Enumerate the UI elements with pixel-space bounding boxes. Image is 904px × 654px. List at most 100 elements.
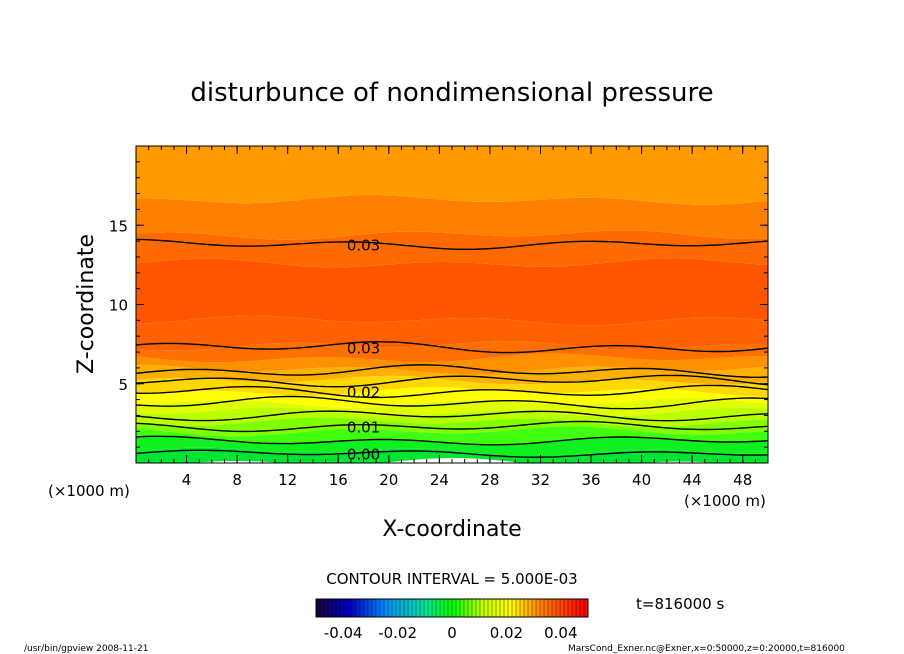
colorbar-cell [428, 599, 433, 617]
x-tick-label: 4 [182, 471, 192, 489]
colorbar-cell [516, 599, 521, 617]
color-band [136, 341, 768, 363]
colorbar-tick-label: 0.02 [490, 624, 523, 642]
colorbar-cell [404, 599, 409, 617]
y-axis-ticks: 5 10 15 [109, 145, 768, 464]
colorbar-frame [315, 598, 589, 618]
y-tick-label: 10 [109, 297, 128, 315]
colorbar-cell [476, 599, 481, 617]
colorbar-cell [452, 599, 457, 617]
colorbar-cell [400, 599, 405, 617]
colorbar-cell [548, 599, 553, 617]
colorbar-cell [552, 599, 557, 617]
colorbar-cell [464, 599, 469, 617]
colorbar-cell [508, 599, 513, 617]
colorbar-cell [352, 599, 357, 617]
colorbar-cell [540, 599, 545, 617]
color-band [136, 258, 768, 326]
colorbar-cell [444, 599, 449, 617]
colorbar-cell [544, 599, 549, 617]
colorbar-cell [380, 599, 385, 617]
x-tick-label: 40 [632, 471, 651, 489]
contour-lines [136, 238, 768, 458]
contour-line [136, 420, 768, 433]
contour-line [136, 374, 768, 388]
colorbar-cell [372, 599, 377, 617]
colorbar-cell [360, 599, 365, 617]
colorbar-cell [424, 599, 429, 617]
colorbar-cell [396, 599, 401, 617]
colorbar-cell [496, 599, 501, 617]
color-band [136, 387, 768, 408]
colorbar-cell [520, 599, 525, 617]
colorbar-cell [340, 599, 345, 617]
x-tick-label: 32 [531, 471, 550, 489]
colorbar-cell [568, 599, 573, 617]
y-tick-label: 15 [109, 217, 128, 235]
y-tick-label: 5 [118, 376, 128, 394]
color-band [136, 146, 768, 205]
contour-line [136, 238, 768, 251]
colorbar-ticks: -0.04 -0.02 0 0.02 0.04 [324, 624, 578, 642]
colorbar-cell [564, 599, 569, 617]
colorbar-cell [480, 599, 485, 617]
colorbar-cell [316, 599, 321, 617]
contour-interval: CONTOUR INTERVAL = 5.000E-03 [326, 570, 577, 588]
x-unit-right: (×1000 m) [684, 492, 766, 510]
x-tick-label: 48 [733, 471, 752, 489]
colorbar-cell [436, 599, 441, 617]
contour-label: 0.00 [347, 445, 380, 463]
colorbar-cell [368, 599, 373, 617]
contour-line [136, 341, 768, 354]
colorbar-cell [512, 599, 517, 617]
color-band [136, 194, 768, 240]
colorbar-cell [524, 599, 529, 617]
footer-left: /usr/bin/gpview 2008-11-21 [24, 644, 148, 654]
contour-labels: 0.00 0.01 0.02 0.03 0.03 [347, 236, 380, 463]
contour-label: 0.02 [347, 384, 380, 402]
colorbar-cell [528, 599, 533, 617]
colorbar-tick-label: -0.02 [378, 624, 417, 642]
colorbar-cell [500, 599, 505, 617]
colorbar-cell [440, 599, 445, 617]
contour-label: 0.03 [347, 339, 380, 357]
colorbar-cell [344, 599, 349, 617]
colorbar-cell [432, 599, 437, 617]
contour-line [136, 364, 768, 378]
y-axis-label: Z-coordinate [74, 234, 99, 374]
color-band [136, 398, 768, 417]
contour-line [136, 384, 768, 399]
color-band [136, 435, 768, 457]
color-band [136, 375, 768, 397]
time-label: t=816000 s [636, 595, 724, 613]
contour-label: 0.01 [347, 419, 380, 437]
colorbar-cell [376, 599, 381, 617]
x-axis-label: X-coordinate [382, 517, 521, 542]
colorbar-cell [328, 599, 333, 617]
colorbar-cell [364, 599, 369, 617]
colorbar-cell [420, 599, 425, 617]
x-tick-label: 20 [379, 471, 398, 489]
colorbar-cell [456, 599, 461, 617]
colorbar-cell [448, 599, 453, 617]
contour-line [136, 435, 768, 446]
contour-line [136, 410, 768, 422]
colorbar-cell [416, 599, 421, 617]
colorbar-cell [388, 599, 393, 617]
colorbar-cell [468, 599, 473, 617]
colorbar-cell [392, 599, 397, 617]
colorbar-cell [556, 599, 561, 617]
footer-right: MarsCond_Exner.nc@Exner,x=0:50000,z=0:20… [568, 644, 845, 654]
colorbar-cell [472, 599, 477, 617]
x-axis-ticks: 4 8 12 16 20 24 28 32 36 40 44 48 [135, 146, 769, 489]
colorbar-cell [320, 599, 325, 617]
colorbar-tick-label: 0 [447, 624, 457, 642]
color-band [136, 426, 768, 446]
colorbar-cell [504, 599, 509, 617]
color-band [136, 417, 768, 437]
color-bands [136, 146, 768, 463]
colorbar-tick-label: 0.04 [544, 624, 577, 642]
colorbar-cell [408, 599, 413, 617]
colorbar-tick-label: -0.04 [324, 624, 363, 642]
x-tick-label: 16 [329, 471, 348, 489]
